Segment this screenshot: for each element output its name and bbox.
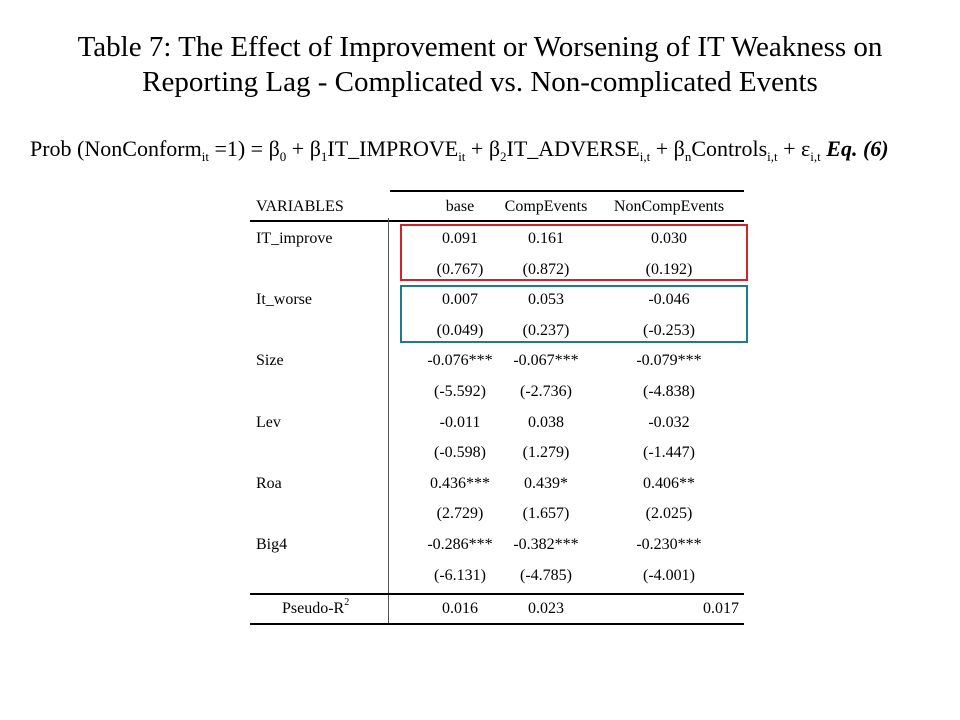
- regression-table: VARIABLES base CompEvents NonCompEvents …: [250, 190, 748, 625]
- cell-noncomp: 0.030: [651, 230, 687, 247]
- pseudo-r2-comp: 0.023: [528, 600, 564, 617]
- row-label: Size: [256, 352, 284, 370]
- table-row-tstat: (0.767) (0.872) (0.192): [250, 255, 744, 285]
- label-column-divider: [388, 218, 389, 623]
- row-label: IT_improve: [256, 230, 333, 247]
- cell-noncomp: (0.192): [645, 260, 693, 278]
- cell-comp: (0.237): [522, 321, 570, 339]
- eq-part: =1) = β: [208, 136, 280, 161]
- eq-sub: it: [201, 149, 209, 164]
- table-top-rule: [390, 190, 744, 192]
- title-line-1: Table 7: The Effect of Improvement or Wo…: [77, 31, 883, 63]
- table-bottom-rule: [250, 623, 744, 625]
- cell-comp: (-4.785): [520, 566, 572, 584]
- eq-sub: 0: [279, 149, 287, 164]
- cell-comp: (0.872): [522, 260, 570, 278]
- cell-comp: 0.439*: [524, 474, 568, 492]
- table-row: Lev -0.011 0.038 -0.032: [250, 408, 744, 438]
- header-base: base: [445, 198, 475, 215]
- cell-base: -0.286***: [427, 536, 493, 553]
- eq-part: IT_IMPROVE: [327, 136, 459, 161]
- table-row-tstat: (-0.598) (1.279) (-1.447): [250, 438, 744, 468]
- cell-base: (0.767): [436, 260, 484, 278]
- cell-noncomp: -0.032: [648, 413, 690, 431]
- eq-sub: i,t: [639, 149, 651, 164]
- cell-comp: 0.161: [528, 230, 564, 247]
- regression-equation: Prob (NonConformit =1) = β0 + β1IT_IMPRO…: [30, 134, 940, 164]
- cell-base: 0.007: [442, 291, 478, 309]
- cell-comp: -0.067***: [513, 352, 579, 370]
- cell-base: (-0.598): [434, 444, 486, 462]
- table-row: Size -0.076*** -0.067*** -0.079***: [250, 346, 744, 376]
- cell-noncomp: (2.025): [645, 505, 693, 523]
- pseudo-r2-text: Pseudo-R: [282, 600, 345, 617]
- cell-noncomp: (-4.001): [643, 566, 695, 584]
- cell-noncomp: 0.406**: [643, 474, 695, 492]
- cell-noncomp: -0.079***: [636, 352, 702, 370]
- worse-highlight-box: [400, 285, 748, 343]
- cell-base: -0.011: [439, 413, 481, 431]
- eq-sub: n: [684, 149, 692, 164]
- header-comp-events: CompEvents: [504, 198, 588, 215]
- eq-part: + β: [465, 136, 501, 161]
- cell-comp: (1.279): [522, 444, 570, 462]
- eq-part: + β: [650, 136, 685, 161]
- cell-base: 0.436***: [430, 474, 490, 492]
- header-noncomp-events: NonCompEvents: [613, 198, 725, 215]
- cell-comp: -0.382***: [513, 536, 579, 553]
- table-row: Big4 -0.286*** -0.382*** -0.230***: [250, 530, 744, 560]
- cell-base: (2.729): [436, 505, 484, 523]
- cell-comp: 0.038: [528, 413, 564, 431]
- table-row-tstat: (-5.592) (-2.736) (-4.838): [250, 377, 744, 407]
- row-label: Lev: [256, 413, 281, 431]
- cell-comp: 0.053: [528, 291, 564, 309]
- row-label: It_worse: [256, 291, 312, 309]
- header-row: VARIABLES base CompEvents NonCompEvents: [250, 192, 744, 222]
- cell-noncomp: -0.046: [648, 291, 690, 309]
- cell-base: -0.076***: [427, 352, 493, 370]
- eq-part: IT_ADVERSE: [506, 136, 640, 161]
- cell-comp: (1.657): [522, 505, 570, 523]
- table-row-tstat: (0.049) (0.237) (-0.253): [250, 316, 744, 346]
- cell-noncomp: (-0.253): [643, 321, 695, 339]
- table-row: IT_improve 0.091 0.161 0.030: [250, 224, 744, 254]
- equation-label: Eq. (6): [826, 136, 889, 161]
- eq-part: + ε: [777, 136, 811, 161]
- header-rule: [250, 220, 744, 222]
- cell-base: 0.091: [442, 230, 478, 247]
- cell-base: (-5.592): [434, 383, 486, 400]
- pseudo-r2-noncomp: 0.017: [703, 600, 739, 617]
- table-row-tstat: (2.729) (1.657) (2.025): [250, 499, 744, 529]
- cell-base: (0.049): [436, 321, 484, 339]
- footer-rule: [250, 593, 744, 595]
- eq-part: Controls: [691, 136, 768, 161]
- row-label: Big4: [256, 536, 288, 553]
- table-row: It_worse 0.007 0.053 -0.046: [250, 285, 744, 315]
- eq-sub: it: [458, 149, 466, 164]
- eq-sub: 2: [500, 149, 507, 164]
- pseudo-r2-base: 0.016: [442, 600, 478, 617]
- eq-sub: i,t: [810, 149, 821, 164]
- cell-noncomp: (-1.447): [643, 444, 695, 462]
- cell-base: (-6.131): [434, 566, 486, 584]
- eq-sub: 1: [320, 149, 328, 164]
- table-row-tstat: (-6.131) (-4.785) (-4.001): [250, 561, 744, 591]
- table-row: Roa 0.436*** 0.439* 0.406**: [250, 469, 744, 499]
- slide-title: Table 7: The Effect of Improvement or Wo…: [0, 30, 960, 100]
- cell-noncomp: (-4.838): [643, 383, 695, 400]
- eq-part: Prob (NonConform: [30, 136, 202, 161]
- cell-comp: (-2.736): [520, 383, 572, 400]
- eq-sub: i,t: [767, 149, 778, 164]
- pseudo-r2-label: Pseudo-R2: [282, 594, 349, 624]
- eq-part: + β: [286, 136, 321, 161]
- pseudo-r2-sup: 2: [344, 597, 350, 608]
- header-variables: VARIABLES: [256, 198, 344, 215]
- footer-row: Pseudo-R2 0.016 0.023 0.017: [250, 594, 744, 624]
- cell-noncomp: -0.230***: [636, 536, 702, 553]
- title-line-2: Reporting Lag - Complicated vs. Non-comp…: [142, 66, 818, 98]
- improve-highlight-box: [400, 224, 748, 281]
- row-label: Roa: [256, 474, 282, 492]
